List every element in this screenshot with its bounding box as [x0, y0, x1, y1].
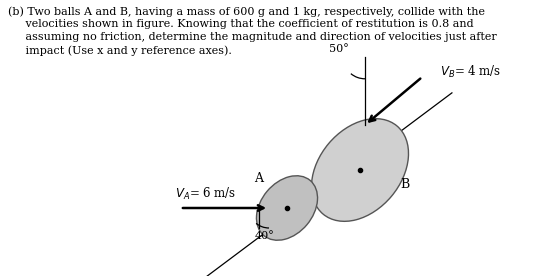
Text: assuming no friction, determine the magnitude and direction of velocities just a: assuming no friction, determine the magn… — [8, 32, 497, 42]
Text: velocities shown in figure. Knowing that the coefficient of restitution is 0.8 a: velocities shown in figure. Knowing that… — [8, 19, 474, 29]
Text: B: B — [401, 179, 410, 192]
Text: A: A — [254, 171, 263, 184]
Text: $V_A$= 6 m/s: $V_A$= 6 m/s — [175, 186, 236, 202]
Text: $V_B$= 4 m/s: $V_B$= 4 m/s — [440, 64, 502, 80]
Text: (b) Two balls A and B, having a mass of 600 g and 1 kg, respectively, collide wi: (b) Two balls A and B, having a mass of … — [8, 6, 485, 17]
Ellipse shape — [311, 119, 408, 221]
Text: impact (Use x and y reference axes).: impact (Use x and y reference axes). — [8, 45, 232, 55]
Text: 40°: 40° — [255, 231, 275, 241]
Text: 50°: 50° — [329, 44, 349, 54]
Ellipse shape — [257, 176, 318, 240]
